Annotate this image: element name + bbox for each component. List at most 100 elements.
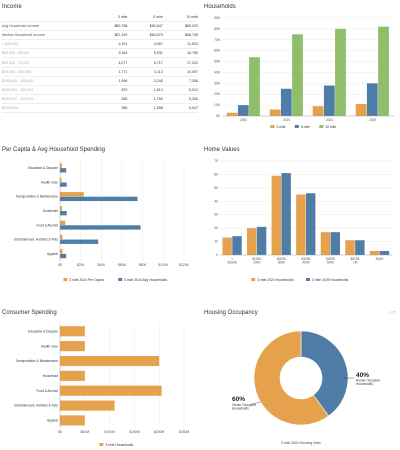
income-cell: $80,758: [92, 21, 128, 32]
bar: [60, 220, 66, 225]
bar: [60, 177, 62, 183]
bar: [369, 250, 380, 255]
legend-swatch: [294, 125, 299, 128]
income-header-blank: [2, 13, 93, 23]
bar: [323, 85, 335, 116]
y-tick-label: 40K: [214, 70, 221, 74]
bar: [60, 163, 63, 168]
legend-swatch: [118, 278, 123, 281]
y-tick-label: Food & Alcohol: [37, 223, 59, 227]
bar: [60, 400, 115, 411]
bar: [292, 34, 303, 116]
slice-percent: 60%: [232, 396, 245, 403]
bar: [335, 28, 346, 117]
y-tick-label: Health Care: [41, 344, 58, 348]
bar: [60, 168, 67, 173]
bar: [237, 105, 249, 116]
pin-icon[interactable]: ○: [388, 310, 392, 316]
consumer-panel: Consumer Spending $0 $50M $100M $150M $200M $…: [2, 310, 198, 448]
income-cell: 5,012: [162, 85, 198, 95]
x-tick-label: $0: [58, 430, 62, 434]
leader-line: [251, 401, 262, 405]
income-cell: 955: [92, 103, 128, 114]
y-tick-label: 90K: [214, 16, 221, 20]
income-row: $25,000 - 50,000 3,164 5,931 16,750: [2, 48, 198, 59]
income-cell: 5,306: [162, 94, 198, 104]
legend-swatch: [63, 278, 68, 281]
pie-caption: 3 mile 2024 Housing Units: [281, 441, 321, 445]
x-tick-label: $300K: [301, 257, 311, 261]
legend-swatch: [99, 443, 104, 446]
x-tick-label: $100K: [252, 257, 262, 261]
bar: [60, 326, 85, 337]
legend-swatch: [251, 278, 256, 281]
y-tick-label: 10K: [214, 103, 221, 107]
income-cell: 10,597: [162, 67, 198, 77]
bar: [60, 253, 67, 259]
income-panel: Income 3 mile 5 mile 10 mile Avg Househo…: [2, 4, 198, 132]
income-cell: 935: [92, 94, 128, 104]
legend-label: 10 mile: [325, 125, 336, 129]
x-tick-label: 500K: [327, 261, 335, 265]
home-values-title: Home Values: [204, 147, 240, 153]
income-row-label: $125,000 - 150,000: [2, 85, 93, 95]
income-row-label: $75,000 - 100,000: [2, 67, 93, 77]
x-tick-label: 2024: [326, 118, 333, 122]
legend-swatch: [319, 125, 324, 128]
income-table-body: Avg Household Income $80,758 $83,547 $89,02…: [2, 21, 198, 114]
bar: [247, 228, 257, 255]
x-tick-label: 300K: [278, 261, 286, 265]
income-cell: 5,931: [127, 48, 163, 59]
income-cell: 16,750: [162, 48, 198, 59]
y-tick-label: Entertainment, Hobbies & Pets: [14, 404, 58, 408]
y-tick-label: Entertainment, Hobbies & Pets: [14, 238, 58, 242]
income-cell: 4,077: [92, 57, 128, 68]
income-table: 3 mile 5 mile 10 mile Avg Household Inco…: [2, 13, 198, 114]
x-tick-label: $100M: [104, 430, 115, 434]
income-row: $200,000+ 955 1,558 5,047: [2, 103, 198, 114]
y-tick-label: Household: [43, 209, 58, 213]
y-tick-label: 30: [214, 213, 218, 217]
y-tick-label: Apparel: [47, 419, 58, 423]
y-tick-label: Transportation & Maintenance: [15, 359, 58, 363]
income-row: $125,000 - 150,000 879 1,513 5,012: [2, 85, 198, 95]
income-cell: 17,202: [162, 57, 198, 68]
income-cell: 3,113: [127, 67, 163, 77]
y-tick-label: 60K: [214, 49, 221, 53]
legend-swatch: [270, 125, 275, 128]
x-tick-label: 1M: [353, 261, 358, 265]
households-panel: Households 0K 10K 20K 30K 40K 50K 60K 70K 80K 90K…: [204, 4, 398, 132]
y-tick-label: Apparel: [47, 252, 58, 256]
bar: [256, 226, 267, 255]
income-row: $50,000 - 75,000 4,077 6,717 17,202: [2, 57, 198, 68]
income-cell: 1,558: [127, 103, 163, 114]
bar: [226, 112, 238, 116]
consumer-chart: $0 $50M $100M $150M $200M $250M Education & Da…: [14, 324, 189, 447]
x-tick-label: $50M: [81, 430, 90, 434]
slice-label: Households: [356, 382, 373, 386]
x-tick-label: $20K: [77, 263, 86, 267]
x-tick-label: $1M+: [376, 257, 384, 261]
y-tick-label: Education & Daycare: [28, 329, 58, 333]
income-cell: $64,570: [127, 30, 163, 41]
bar: [60, 239, 99, 244]
income-row-label: Median Household Income: [2, 30, 93, 41]
occupancy-panel: Housing Occupancy ○ □ 40% Renter Occupied…: [204, 310, 398, 448]
expand-icon[interactable]: □: [392, 310, 396, 316]
x-tick-label: $60K: [118, 263, 127, 267]
x-tick-label: 200K: [253, 261, 261, 265]
bar: [60, 182, 67, 187]
income-cell: 1,996: [92, 76, 128, 86]
bar: [60, 415, 85, 426]
income-row-label: $100,000 - 125,000: [2, 76, 93, 86]
y-tick-label: Education & Daycare: [28, 166, 58, 170]
income-cell: 11,603: [162, 39, 198, 50]
bar: [355, 104, 367, 116]
income-cell: 879: [92, 85, 128, 95]
slice-label: Renter Occupied: [356, 379, 380, 383]
spending-title: Per Capita & Avg Household Spending: [2, 147, 105, 153]
y-tick-label: 80K: [214, 27, 221, 31]
x-tick-label: $150M: [129, 430, 140, 434]
income-cell: 4,067: [127, 39, 163, 50]
income-row-label: $50,000 - 75,000: [2, 57, 93, 68]
